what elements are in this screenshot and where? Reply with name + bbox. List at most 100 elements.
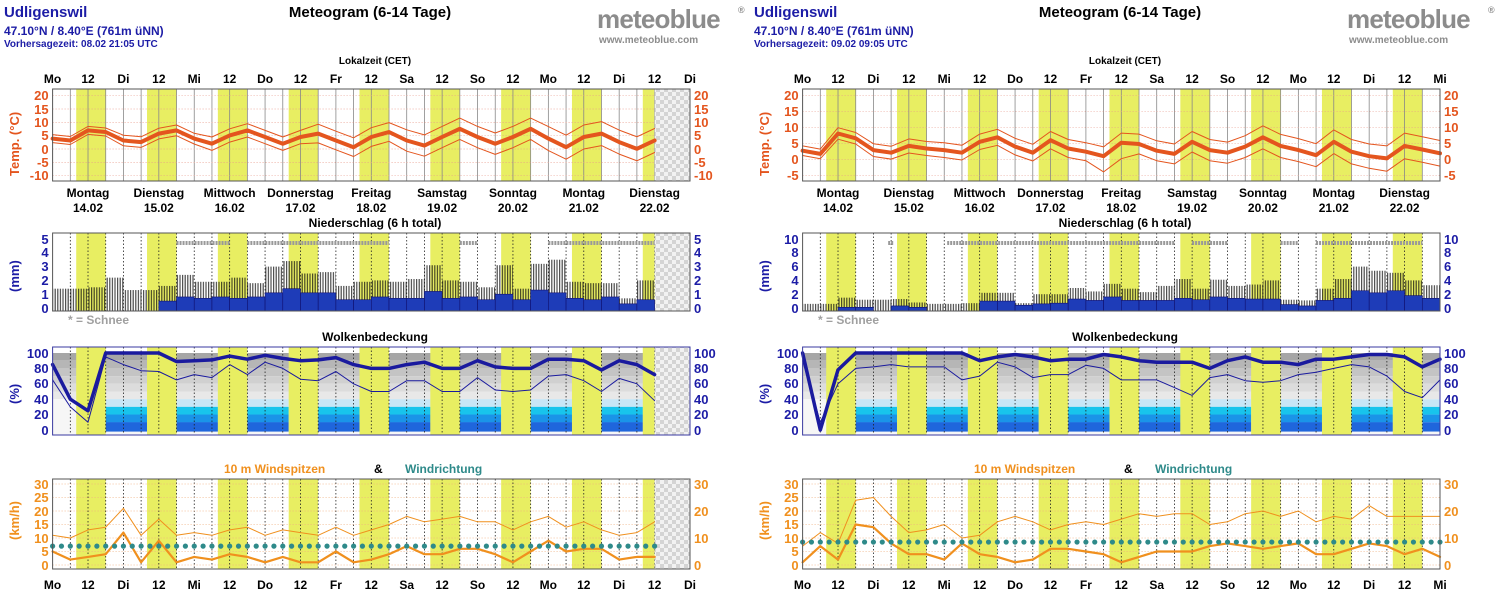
low-cloud-band bbox=[1422, 399, 1440, 407]
low-cloud-band bbox=[1280, 406, 1322, 415]
wind-direction-dot bbox=[1286, 539, 1293, 545]
day-date: 18.02 bbox=[356, 201, 387, 215]
time-label-top: Mi bbox=[937, 72, 951, 86]
time-label-bottom: Do bbox=[1007, 578, 1024, 592]
precip-title: Niederschlag (6 h total) bbox=[1058, 216, 1192, 230]
y-tick-right: 4 bbox=[694, 245, 702, 261]
day-name: Dienstag bbox=[883, 186, 935, 200]
wind-direction-dot bbox=[483, 543, 489, 549]
wind-direction-dot bbox=[147, 543, 153, 549]
snow-legend: * = Schnee bbox=[818, 313, 880, 327]
low-cloud-band bbox=[1139, 399, 1181, 407]
wind-amp: & bbox=[1124, 462, 1133, 476]
wind-amp: & bbox=[374, 462, 383, 476]
daylight-band bbox=[430, 479, 460, 569]
y-tick-left: 80 bbox=[784, 360, 799, 376]
day-name: Montag bbox=[1312, 186, 1356, 200]
y-axis-label: Temp. (°C) bbox=[7, 111, 22, 176]
time-label-top: 12 bbox=[1185, 72, 1199, 86]
wind-direction-dot bbox=[625, 543, 631, 549]
precip-total-bar bbox=[123, 290, 142, 311]
wind-direction-dot bbox=[1127, 539, 1133, 545]
y-axis-label: (km/h) bbox=[7, 501, 22, 540]
precip-rain-bar bbox=[1014, 304, 1034, 312]
wind-direction-dot bbox=[808, 539, 815, 545]
y-tick-right: 0 bbox=[1444, 152, 1452, 168]
time-label-bottom: 12 bbox=[647, 578, 662, 592]
precip-rain-bar bbox=[335, 299, 354, 312]
plot-frame bbox=[52, 478, 691, 570]
precip-total-bar bbox=[52, 288, 71, 311]
time-label-bottom: Mo bbox=[43, 578, 62, 592]
y-tick-right: 100 bbox=[1444, 345, 1466, 361]
y-tick-left: -10 bbox=[29, 168, 49, 184]
wind-direction-dot bbox=[923, 539, 930, 545]
time-label-top: 12 bbox=[1397, 72, 1412, 86]
day-name: Samstag bbox=[1167, 186, 1218, 200]
wind-direction-dot bbox=[950, 539, 956, 545]
time-label-top: Mi bbox=[187, 72, 201, 86]
time-label-bottom: Mo bbox=[793, 578, 812, 592]
plot-frame bbox=[802, 478, 1441, 570]
wind-direction-dot bbox=[994, 539, 1000, 545]
daylight-band bbox=[1109, 89, 1140, 181]
wind-direction-dot bbox=[1410, 539, 1417, 545]
cloud-lower-line bbox=[52, 356, 656, 423]
precip-rain-bar bbox=[1368, 292, 1388, 312]
plot-frame bbox=[52, 88, 691, 182]
y-tick-right: 5 bbox=[1444, 136, 1452, 152]
precip-rain-bar bbox=[855, 307, 874, 312]
precip-rain-bar bbox=[1298, 305, 1317, 312]
y-tick-left: 25 bbox=[34, 490, 49, 505]
low-cloud-band bbox=[1068, 414, 1110, 423]
low-cloud-band bbox=[1139, 406, 1181, 415]
wind-direction-dot bbox=[1304, 539, 1310, 545]
wind-direction-dot bbox=[906, 539, 912, 545]
y-tick-left: 15 bbox=[34, 517, 49, 532]
wind-direction-dot bbox=[156, 543, 162, 549]
low-cloud-band bbox=[318, 422, 360, 432]
no-data-area bbox=[654, 479, 690, 569]
daylight-band bbox=[1251, 89, 1281, 181]
wind-direction-dot bbox=[616, 543, 622, 549]
y-tick-right: 0 bbox=[694, 141, 702, 157]
wind-direction-dot bbox=[412, 543, 419, 549]
wind-direction-dot bbox=[227, 543, 233, 549]
low-cloud-band bbox=[318, 406, 360, 415]
precip-rain-bar bbox=[997, 300, 1016, 312]
time-label-top: So bbox=[1219, 72, 1236, 86]
wind-direction-dot bbox=[897, 539, 903, 545]
wind-direction-dot bbox=[218, 543, 224, 549]
low-cloud-band bbox=[1280, 414, 1322, 423]
daylight-band bbox=[147, 347, 177, 435]
low-cloud-band bbox=[855, 414, 898, 423]
low-cloud-band bbox=[926, 414, 968, 423]
time-label-top: 12 bbox=[831, 72, 845, 86]
y-tick-right: 2 bbox=[1444, 286, 1452, 302]
wind-direction-dot bbox=[1021, 539, 1027, 545]
wind-speed-line bbox=[51, 531, 656, 564]
wind-direction-dot bbox=[985, 539, 992, 545]
y-tick-left: 0 bbox=[791, 557, 799, 573]
chart-title: Meteogram (6-14 Tage) bbox=[1038, 4, 1202, 21]
y-tick-left: 3 bbox=[41, 259, 49, 275]
y-tick-right: 30 bbox=[1444, 476, 1459, 492]
day-date: 14.02 bbox=[822, 201, 854, 215]
day-date: 21.02 bbox=[1318, 201, 1349, 215]
low-cloud-band bbox=[1209, 406, 1252, 415]
temp-min-line bbox=[52, 133, 656, 162]
precip-rain-bar bbox=[370, 296, 390, 312]
day-name: Donnerstag bbox=[267, 186, 334, 200]
day-date: 21.02 bbox=[568, 201, 599, 215]
y-tick-right: 80 bbox=[1444, 360, 1459, 376]
low-cloud-band bbox=[389, 399, 431, 407]
low-cloud-band bbox=[459, 414, 502, 423]
wind-direction-dot bbox=[474, 543, 481, 549]
wind-direction-dot bbox=[510, 543, 516, 549]
y-tick-left: 2 bbox=[41, 272, 49, 288]
y-tick-left: 20 bbox=[784, 503, 799, 519]
time-label-bottom: 12 bbox=[435, 578, 449, 592]
y-tick-right: 2 bbox=[694, 272, 702, 288]
y-tick-left: 80 bbox=[34, 360, 49, 376]
day-name: Sonntag bbox=[1238, 186, 1287, 200]
